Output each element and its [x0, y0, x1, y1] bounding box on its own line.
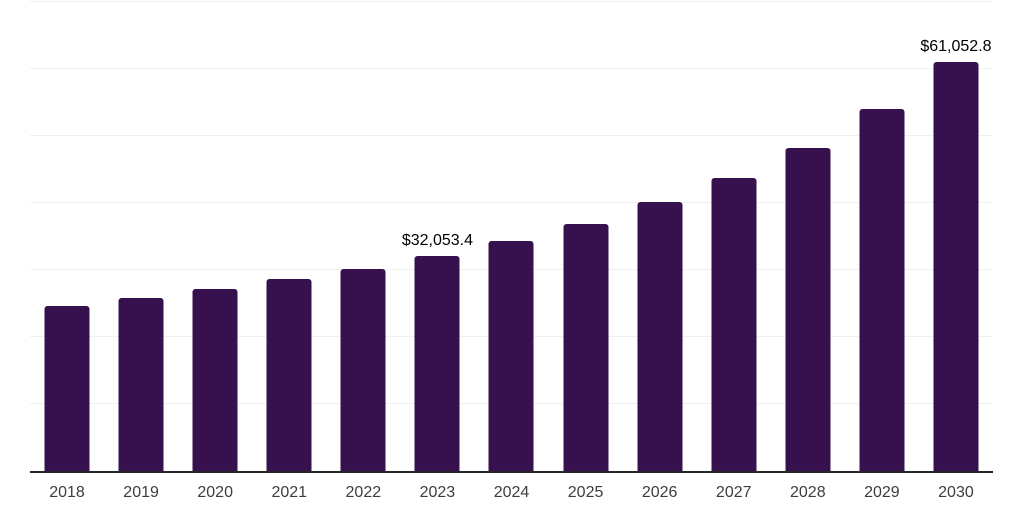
band-2026 [623, 2, 697, 471]
plot-area: $32,053.4 $61,052.8 [30, 1, 993, 473]
bar-2026 [637, 202, 683, 471]
x-tick-label-2026: 2026 [641, 484, 678, 501]
gridline-40000 [30, 202, 993, 203]
band-2018 [30, 2, 104, 471]
x-axis-labels: 2018 2019 2020 2021 2022 2023 2024 2025 2026 2027… [30, 484, 993, 508]
band-2029 [845, 2, 919, 471]
band-2025 [549, 2, 623, 471]
x-tick-label-2019: 2019 [123, 484, 159, 501]
bar-2029 [859, 108, 905, 471]
bar-2024 [488, 240, 534, 471]
x-tick-label-2022: 2022 [345, 484, 382, 501]
band-2021 [252, 2, 326, 471]
band-2020 [178, 2, 252, 471]
x-tick-label-2018: 2018 [49, 484, 85, 501]
x-tick-label-2021: 2021 [271, 484, 308, 501]
x-tick-label-2028: 2028 [790, 484, 826, 501]
bar-2030 [933, 61, 979, 471]
x-tick-label-2023: 2023 [419, 484, 456, 501]
value-label-2023: $32,053.4 [401, 232, 473, 250]
band-2027 [697, 2, 771, 471]
x-tick-label-2024: 2024 [493, 484, 530, 501]
bar-2018 [44, 306, 90, 471]
gridline-50000 [30, 135, 993, 136]
x-tick-label-2027: 2027 [715, 484, 752, 501]
gridline-60000 [30, 68, 993, 69]
bar-2020 [192, 288, 238, 471]
band-2023: $32,053.4 [400, 2, 474, 471]
band-2024 [474, 2, 548, 471]
x-tick-label-2025: 2025 [567, 484, 604, 501]
bar-2027 [711, 177, 757, 471]
band-2019 [104, 2, 178, 471]
bar-2022 [340, 268, 386, 471]
band-2028 [771, 2, 845, 471]
value-label-2030: $61,052.8 [920, 37, 992, 55]
band-2022 [326, 2, 400, 471]
bar-2019 [118, 298, 164, 471]
bar-2023 [414, 256, 460, 471]
bar-2021 [266, 278, 312, 471]
x-tick-label-2020: 2020 [197, 484, 233, 501]
x-tick-label-2030: 2030 [938, 484, 974, 501]
gridline-70000 [30, 1, 993, 2]
bar-2025 [563, 224, 609, 471]
bar-2028 [785, 147, 831, 471]
band-2030: $61,052.8 [919, 2, 993, 471]
x-tick-label-2029: 2029 [864, 484, 900, 501]
